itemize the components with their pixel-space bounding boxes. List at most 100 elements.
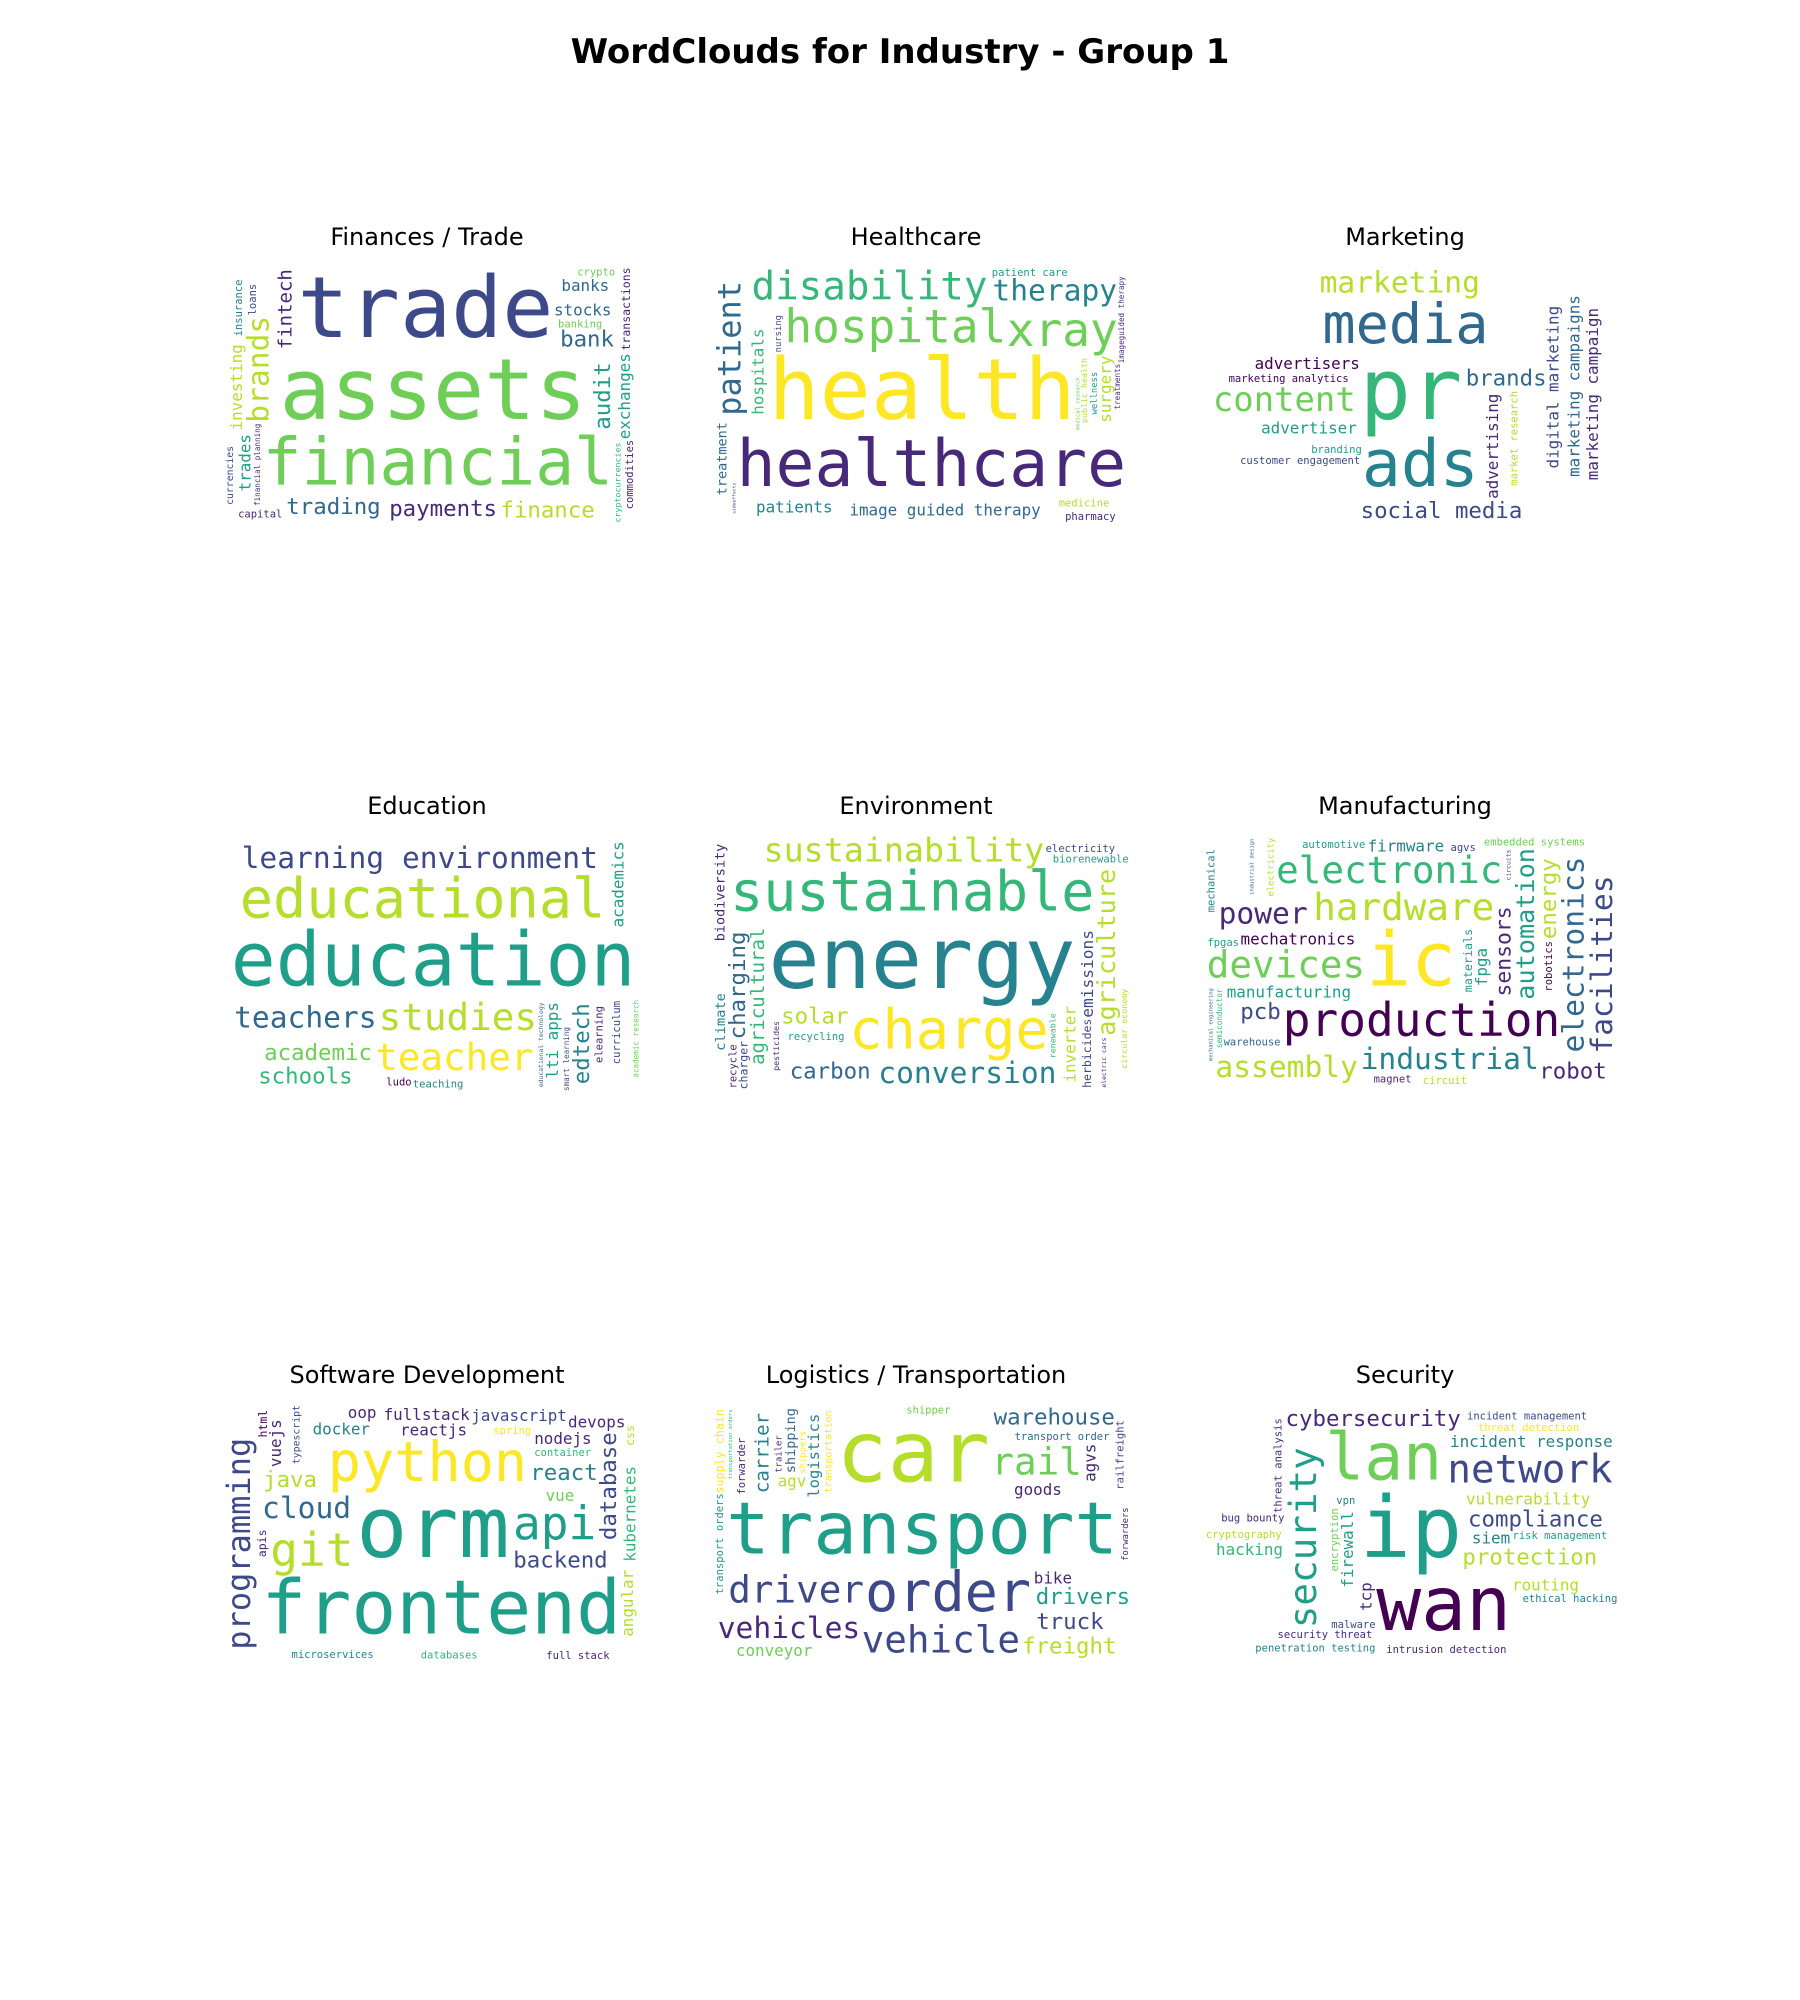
word: image guided therapy [849,501,1040,520]
word: malware [1331,1619,1375,1631]
word: reactjs [400,1421,467,1440]
word: marketing campaigns [1565,295,1584,477]
wordcloud-logistics-transportation: transport car order vehicle driver rail vehicl… [712,1403,1132,1663]
word: transportation orders [728,1410,734,1480]
word: market research [1508,391,1520,486]
word: industrial [1361,1042,1539,1076]
cloud-title-marketing: Marketing [1345,223,1465,251]
word: carbon [790,1059,871,1085]
cloud-title-environment: Environment [839,792,993,820]
word: firewall [1338,1511,1357,1588]
word: fpga [1472,948,1491,986]
word: audit [590,362,616,429]
word: medical research [1076,377,1082,430]
word: trades [236,434,255,491]
word: therapy [992,274,1117,308]
word: ethical hacking [1523,1593,1618,1605]
word: transactions [619,267,633,350]
word: apis [255,1529,269,1557]
word: banking [558,319,602,331]
word: firmware [1368,836,1445,855]
word: threat analysis [1273,1418,1285,1513]
word: tcp [1357,1582,1376,1611]
word: threat detection [1478,1422,1579,1434]
word: academic research [632,1000,641,1078]
word: logistics [805,1414,823,1498]
word: recycling [788,1031,845,1043]
word: truck [1036,1609,1104,1635]
word: educational technology [537,1002,545,1087]
word: kubernetes [621,1466,640,1562]
word: compliance [1468,1507,1603,1533]
word: curriculum [611,1001,623,1064]
word: circuits [1504,849,1512,880]
word: materials [1461,929,1475,992]
word: biodiversity [712,844,728,942]
word: intrusion detection [1386,1644,1506,1656]
wordcloud-environment: energy sustainable charge sustainability con… [712,834,1132,1094]
word: robotics [1543,941,1555,992]
word: energy [769,910,1076,1009]
word: agvs [1081,1444,1100,1482]
word: css [623,1425,637,1446]
word: brands [1466,366,1547,392]
word: biorenewable [1053,853,1129,865]
word: advertiser [1261,419,1357,438]
cloud-title-manufacturing: Manufacturing [1318,792,1492,820]
word: database [596,1432,622,1540]
word: shipping [783,1408,799,1473]
word: security threat [1278,1629,1373,1641]
word: electric cars [1100,1037,1108,1087]
word: stocks [554,301,611,320]
word: automotive [1302,839,1365,851]
cloud-title-logistics-transportation: Logistics / Transportation [765,1361,1067,1389]
word: container [534,1447,591,1459]
word: incident response [1450,1432,1613,1451]
word: vuejs [266,1419,285,1467]
word: emissions [1078,930,1097,1018]
word: shipper [906,1405,950,1417]
word: sideeffects [732,483,738,514]
word: conversion [878,1056,1056,1090]
word: marketing analytics [1229,373,1349,385]
word: elearning [593,1006,605,1063]
word: hacking [1216,1540,1283,1559]
word: studies [379,995,537,1039]
wordcloud-security: ip wan lan network security cybersecurity comp… [1201,1403,1621,1663]
cloud-title-education: Education [367,792,487,820]
word: brands [241,316,275,423]
word: teacher [375,1035,533,1079]
word: network [1447,1448,1612,1493]
word: spring [493,1425,531,1437]
word: nodejs [534,1429,591,1448]
word: hardware [1313,885,1494,929]
word: trading [286,494,380,520]
word: risk management [1513,1530,1608,1542]
word: climate [713,993,729,1051]
word: robot [1539,1059,1606,1085]
word: manufacturing [1227,983,1351,1002]
word: educational [240,867,605,931]
word: pcb [1240,999,1280,1025]
page-title: WordClouds for Industry - Group 1 [570,32,1230,72]
word: warehouse [994,1405,1115,1431]
word: academic [264,1040,372,1066]
word: trailer [774,1435,784,1472]
word: git [270,1523,353,1577]
word: smart learning [562,1027,571,1091]
word: mechanical engineering [1209,988,1215,1061]
word: circuit [1423,1075,1467,1087]
word: treatments [1113,364,1122,410]
word: pr [1360,341,1462,440]
word: fullstack [384,1405,471,1424]
word: agriculture [1092,869,1121,1036]
word: frontend [261,1564,621,1651]
word: advertisers [1255,354,1360,373]
word: power [1219,897,1308,931]
word: transport [726,1488,1118,1572]
word: react [530,1460,597,1486]
